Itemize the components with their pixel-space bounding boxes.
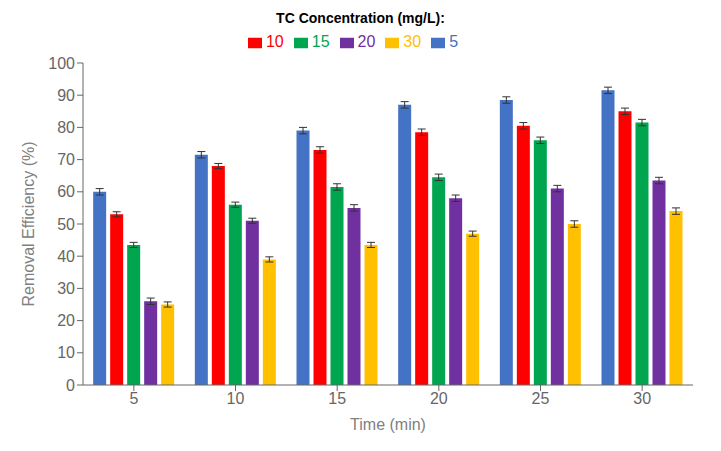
svg-text:20: 20	[57, 312, 75, 329]
svg-text:30: 30	[57, 280, 75, 297]
html-text:10: 10	[266, 33, 284, 50]
svg-text:60: 60	[57, 183, 75, 200]
html-text:TC Concentration (mg/L):: TC Concentration (mg/L):	[276, 10, 445, 26]
svg-text:40: 40	[57, 248, 75, 265]
svg-text:50: 50	[57, 216, 75, 233]
svg-text:30: 30	[633, 390, 651, 407]
html-text:30: 30	[403, 33, 422, 50]
svg-text:15: 15	[328, 390, 346, 407]
svg-text:25: 25	[532, 390, 550, 407]
svg-text:0: 0	[66, 377, 75, 394]
svg-text:80: 80	[57, 119, 75, 136]
svg-text:90: 90	[57, 87, 75, 104]
svg-text:20: 20	[430, 390, 448, 407]
svg-text:10: 10	[227, 390, 245, 407]
svg-text:10: 10	[57, 344, 75, 361]
html-text:20: 20	[357, 33, 376, 50]
svg-text:Time (min): Time (min)	[350, 416, 426, 433]
html-text:15: 15	[311, 33, 330, 50]
svg-text:Removal Efficiency (%): Removal Efficiency (%)	[20, 141, 37, 306]
html-text:5: 5	[449, 33, 458, 50]
svg-text:70: 70	[57, 151, 75, 168]
svg-text:100: 100	[48, 55, 75, 72]
svg-text:5: 5	[129, 390, 138, 407]
